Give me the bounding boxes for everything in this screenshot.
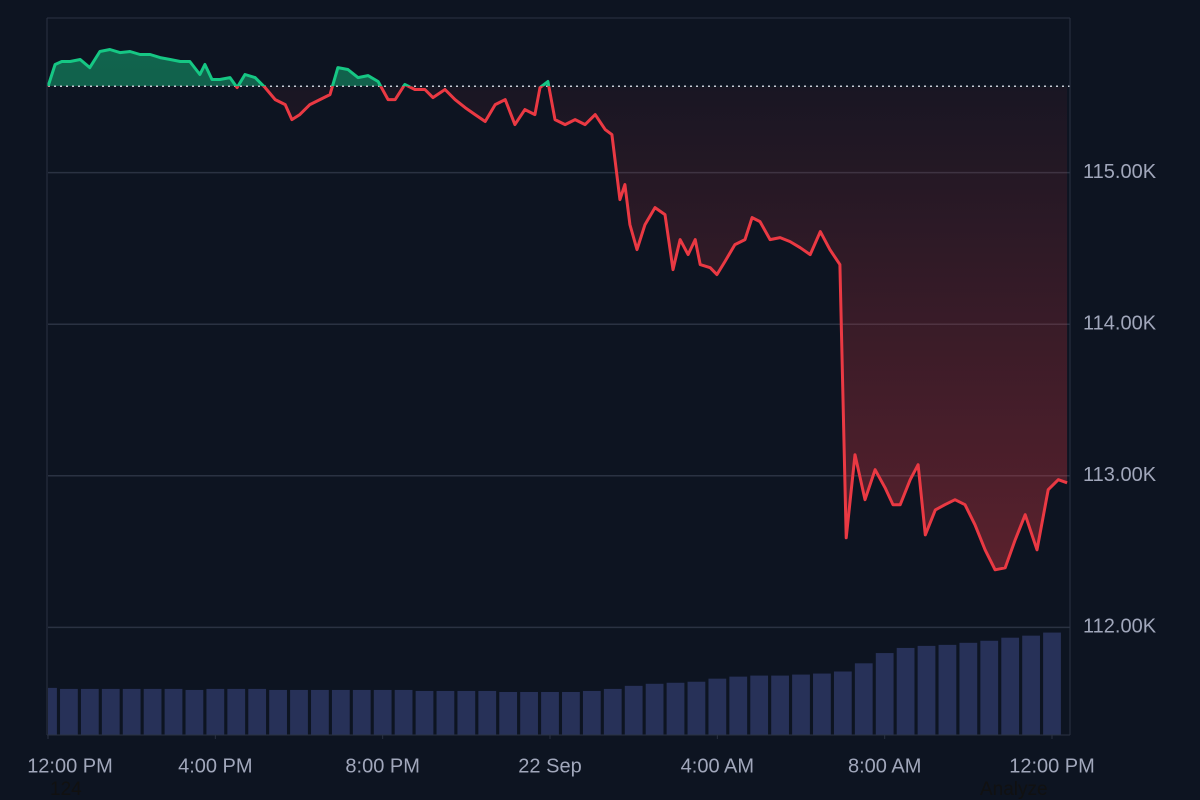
x-tick-label: 12:00 PM <box>1009 755 1095 777</box>
volume-bar <box>624 685 643 735</box>
volume-layer <box>48 632 1061 735</box>
y-tick-label: 112.00K <box>1083 616 1157 638</box>
overlay-text: 124 <box>50 779 82 800</box>
volume-bar <box>645 683 664 735</box>
volume-bar <box>833 671 852 735</box>
volume-bar <box>562 691 580 735</box>
volume-bar <box>290 689 308 735</box>
volume-bar <box>311 689 329 735</box>
volume-bar <box>729 676 748 735</box>
price-line-above <box>46 48 551 87</box>
volume-bar <box>164 688 183 735</box>
volume-bar <box>331 689 350 735</box>
volume-bar <box>269 689 287 735</box>
volume-bar <box>122 688 141 735</box>
volume-bar <box>415 690 434 735</box>
volume-bar <box>582 690 601 735</box>
volume-bar <box>1043 632 1061 735</box>
plot-layer <box>46 48 1070 572</box>
volume-bar <box>206 688 225 735</box>
price-line-below <box>47 86 1068 572</box>
volume-bar <box>666 682 685 735</box>
volume-bar <box>373 689 392 735</box>
x-tick-label: 8:00 AM <box>848 755 921 777</box>
volume-bar <box>478 690 497 735</box>
volume-bar <box>499 691 518 735</box>
overlay-text[interactable]: Analyze <box>980 779 1048 800</box>
volume-bar <box>687 681 706 735</box>
volume-bar <box>248 688 267 735</box>
area-below <box>48 86 1068 570</box>
volume-bar <box>792 674 810 735</box>
volume-bar <box>185 689 204 735</box>
volume-bar <box>813 673 831 735</box>
volume-bar <box>457 690 476 735</box>
volume-bar <box>938 644 957 735</box>
volume-bar <box>750 675 769 735</box>
volume-bar <box>708 678 727 735</box>
x-tick-label: 4:00 PM <box>178 755 252 777</box>
volume-bar <box>854 663 873 735</box>
volume-bar <box>143 688 162 735</box>
volume-bar <box>80 688 99 735</box>
volume-bar <box>101 688 120 735</box>
volume-bar <box>896 647 915 735</box>
volume-bar <box>541 691 559 735</box>
volume-bar <box>980 640 999 735</box>
volume-bar <box>1001 637 1020 735</box>
x-tick-label: 4:00 AM <box>681 755 754 777</box>
volume-bar <box>60 688 78 735</box>
volume-bar <box>917 645 936 735</box>
x-tick-label: 8:00 PM <box>345 755 419 777</box>
volume-bar <box>959 642 978 735</box>
volume-bar <box>48 687 57 735</box>
area-above <box>48 49 1068 87</box>
volume-bar <box>227 688 246 735</box>
x-tick-label: 12:00 PM <box>27 755 113 777</box>
volume-bar <box>352 689 371 735</box>
volume-bar <box>771 675 789 735</box>
grid-layer: 112.00K 113.00K 114.00K 115.00K 12:00 PM 4:00… <box>27 161 1156 777</box>
volume-bar <box>875 653 894 735</box>
y-tick-label: 115.00K <box>1083 161 1157 183</box>
volume-bar <box>520 691 538 735</box>
x-tick-label: 22 Sep <box>518 755 581 777</box>
volume-bar <box>436 690 455 735</box>
volume-bar <box>1022 635 1040 735</box>
y-tick-label: 114.00K <box>1083 312 1157 334</box>
volume-bar <box>394 689 413 735</box>
y-tick-label: 113.00K <box>1083 464 1157 486</box>
volume-bar <box>603 688 622 735</box>
